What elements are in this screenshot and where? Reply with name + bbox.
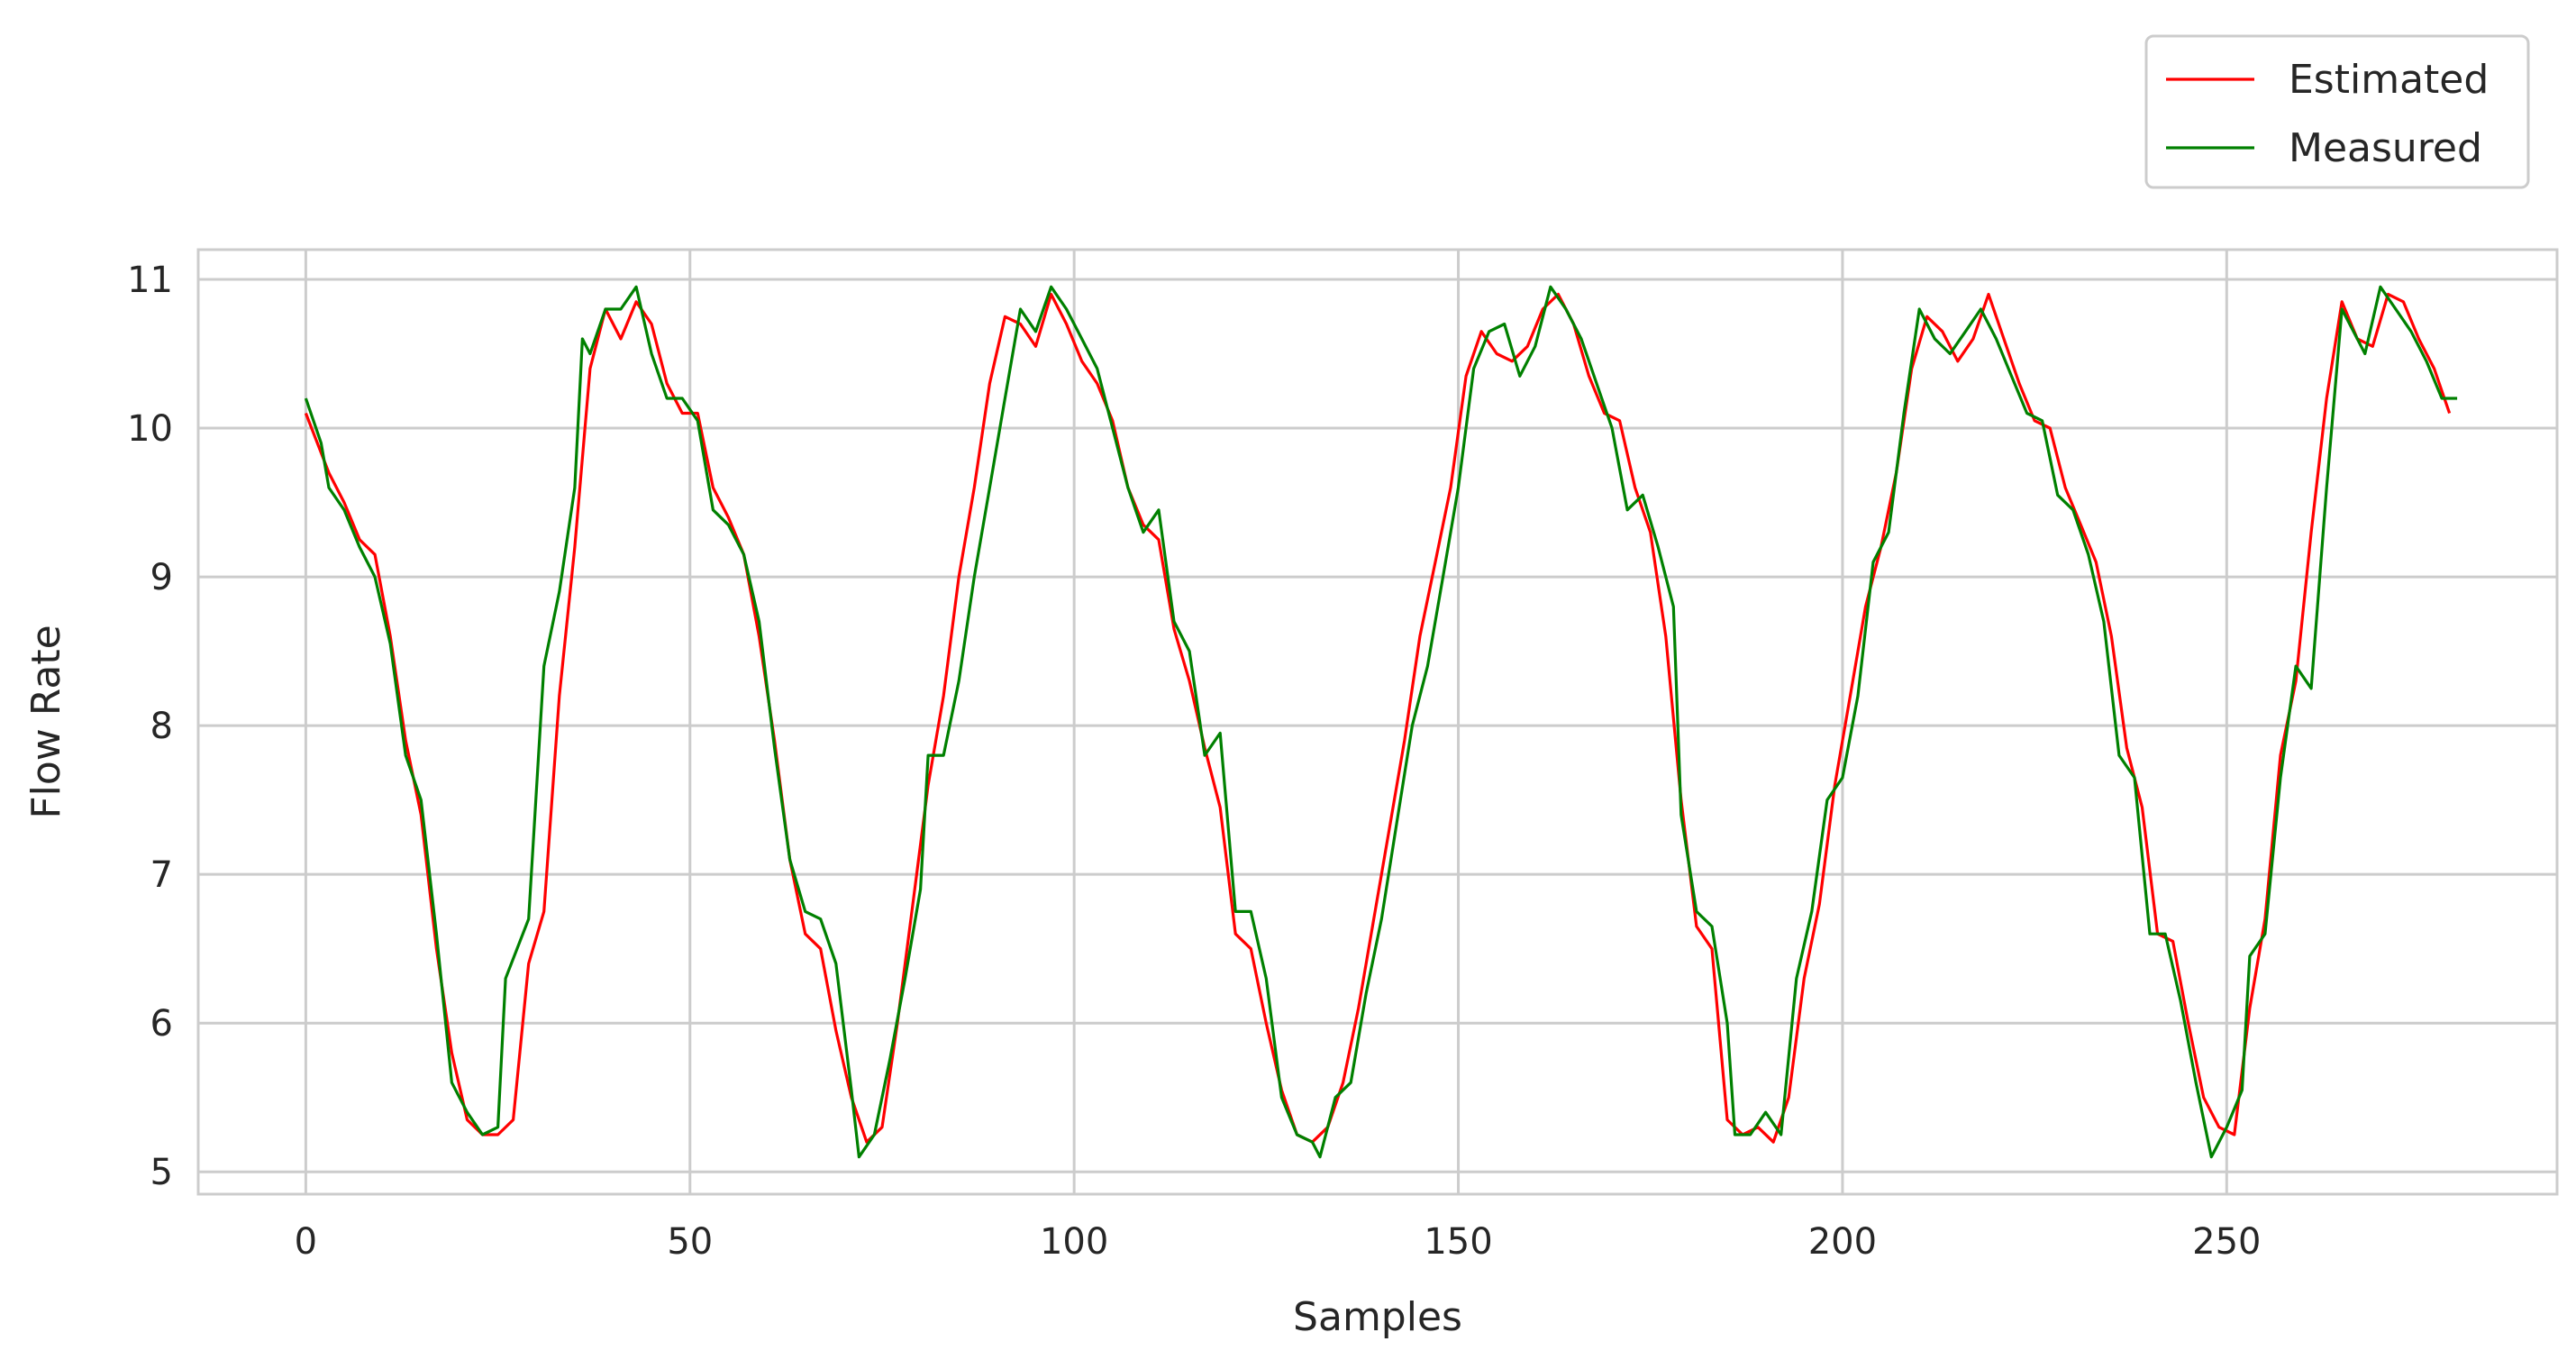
x-tick-label: 0 [295,1221,317,1263]
x-tick-label: 250 [2192,1221,2261,1263]
x-tick-label: 100 [1040,1221,1108,1263]
legend-box [2144,34,2530,189]
y-tick-label: 8 [150,706,173,747]
x-tick-label: 150 [1424,1221,1492,1263]
y-tick-label: 10 [127,408,173,450]
y-tick-label: 11 [127,260,173,301]
y-tick-label: 7 [150,854,173,896]
x-tick-labels: 0 50 100 150 200 250 [295,1221,2262,1263]
series-line-measured [304,285,2458,1159]
x-axis-label: Samples [1293,1294,1462,1340]
grid-lines [198,250,2557,1194]
y-tick-label: 5 [150,1152,173,1193]
y-axis-label: Flow Rate [23,625,69,818]
x-tick-label: 200 [1808,1221,1877,1263]
series-lines [304,285,2458,1159]
x-tick-label: 50 [667,1221,713,1263]
plot-frame [196,248,2559,1196]
y-tick-labels: 5 6 7 8 9 10 11 [127,260,173,1193]
legend: Estimated Measured [2144,34,2530,189]
y-tick-label: 9 [150,557,173,598]
y-tick-label: 6 [150,1003,173,1045]
legend-label-estimated: Estimated [2289,57,2489,103]
legend-label-measured: Measured [2289,125,2482,171]
series-line-estimated [304,292,2452,1144]
